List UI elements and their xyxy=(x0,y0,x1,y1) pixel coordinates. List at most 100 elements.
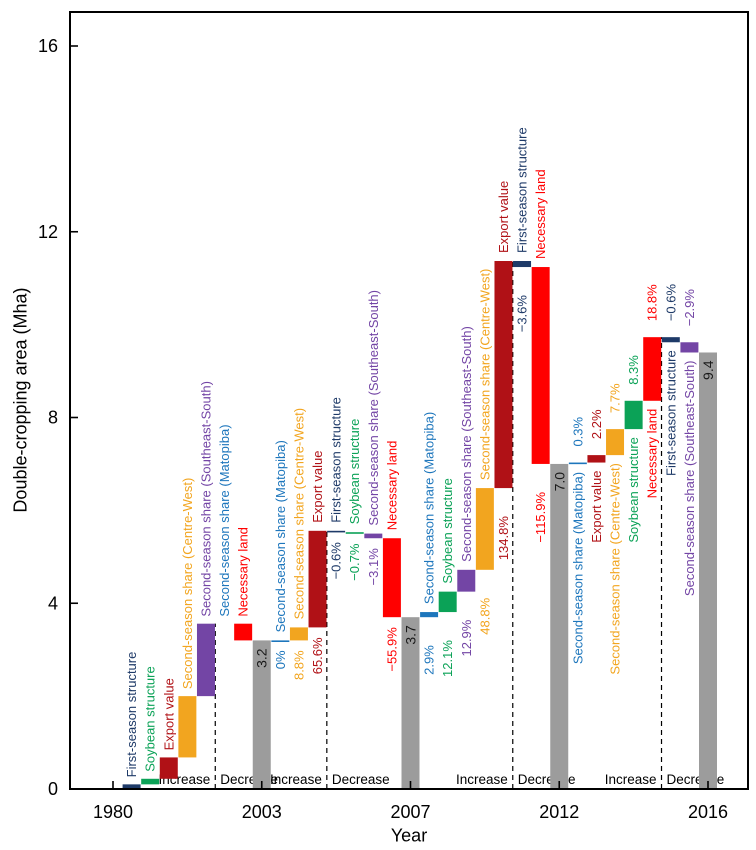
bar-2007-2012-necessary-land xyxy=(531,267,550,464)
series-label-2003-2007-first-season-structure: First-season structure xyxy=(329,397,344,523)
pct-label-2007-2012-soybean-structure: 12.1% xyxy=(440,640,455,677)
x-tick-label-2003: 2003 xyxy=(242,802,282,822)
bar-2003-2007-soybean-structure xyxy=(345,532,364,534)
total-bar-2012 xyxy=(550,463,569,789)
total-value-2016: 9.4 xyxy=(700,360,716,380)
series-label-2007-2012-export-value: Export value xyxy=(496,181,511,253)
total-bar-2016 xyxy=(699,352,717,789)
pct-label-2007-2012-first-season-structure: −3.6% xyxy=(515,295,530,333)
x-tick-label-2016: 2016 xyxy=(688,802,728,822)
series-label-2003-2007-export-value: Export value xyxy=(310,451,325,523)
bar-2007-2012-second-season-share-southeast-south xyxy=(457,569,476,592)
pct-label-2007-2012-second-season-share-southeast-south: 12.9% xyxy=(459,619,474,656)
bar-2003-2007-necessary-land xyxy=(382,538,401,618)
pct-label-2003-2007-second-season-share-centre-west: 8.8% xyxy=(291,650,306,680)
x-tick-label-2012: 2012 xyxy=(539,802,579,822)
pct-label-2012-2016-second-season-share-matopiba: 0.3% xyxy=(570,416,585,446)
pct-label-2003-2007-first-season-structure: −0.6% xyxy=(329,542,344,580)
bar-2012-2016-soybean-structure xyxy=(624,400,643,430)
pct-label-2007-2012-export-value: 134.8% xyxy=(496,516,511,561)
bar-2012-2016-export-value xyxy=(587,455,606,463)
series-label-2012-2016-export-value: Export value xyxy=(589,471,604,543)
bar-2007-2012-soybean-structure xyxy=(438,591,457,613)
series-label-1980-2003-second-season-share-centre-west: Second-season share (Centre-West) xyxy=(180,478,195,689)
increase-label-2012-2016: Increase xyxy=(605,772,657,787)
bar-1980-2003-export-value xyxy=(159,757,178,779)
series-label-2007-2012-second-season-share-southeast-south: Second-season share (Southeast-South) xyxy=(459,326,474,562)
series-label-1980-2003-first-season-structure: First-season structure xyxy=(124,652,139,778)
y-axis-title: Double-cropping area (Mha) xyxy=(10,287,31,513)
bar-2007-2012-first-season-structure xyxy=(513,261,532,268)
x-axis-title: Year xyxy=(390,825,428,846)
bar-2012-2016-second-season-share-centre-west xyxy=(606,429,625,456)
pct-label-2003-2007-export-value: 65.6% xyxy=(310,637,325,674)
plot-frame xyxy=(69,11,749,790)
pct-label-2003-2007-necessary-land: −55.9% xyxy=(384,627,399,672)
pct-label-2003-2007-soybean-structure: −0.7% xyxy=(347,543,362,581)
series-label-1980-2003-soybean-structure: Soybean structure xyxy=(143,666,158,772)
series-label-1980-2003-second-season-share-southeast-south: Second-season share (Southeast-South) xyxy=(198,381,213,617)
pct-label-2012-2016-necessary-land: 18.8% xyxy=(645,284,660,321)
bar-1980-2003-second-season-share-southeast-south xyxy=(196,623,215,697)
series-label-1980-2003-second-season-share-matopiba: Second-season share (Matopiba) xyxy=(217,424,232,616)
y-tick-label-16: 16 xyxy=(38,36,58,56)
total-value-2012: 7.0 xyxy=(551,472,567,492)
bar-2003-2007-export-value xyxy=(308,530,327,628)
series-label-2012-2016-second-season-share-southeast-south: Second-season share (Southeast-South) xyxy=(682,360,697,596)
series-label-2003-2007-second-season-share-matopiba: Second-season share (Matopiba) xyxy=(273,440,288,632)
total-bar-2007 xyxy=(401,617,420,789)
series-label-2012-2016-soybean-structure: Soybean structure xyxy=(626,437,641,543)
bar-2012-2016-necessary-land xyxy=(643,337,662,401)
series-label-2003-2007-second-season-share-centre-west: Second-season share (Centre-West) xyxy=(291,408,306,619)
increase-label-2003-2007: Increase xyxy=(270,772,322,787)
series-label-1980-2003-necessary-land: Necessary land xyxy=(236,527,251,617)
x-tick-label-1980: 1980 xyxy=(93,802,133,822)
total-bar-2003 xyxy=(252,640,271,789)
bar-2003-2007-second-season-share-matopiba xyxy=(271,640,290,642)
bar-2012-2016-second-season-share-southeast-south xyxy=(680,342,699,353)
series-label-2007-2012-soybean-structure: Soybean structure xyxy=(440,478,455,584)
pct-label-2003-2007-second-season-share-southeast-south: −3.1% xyxy=(366,548,381,586)
y-tick-label-8: 8 xyxy=(48,408,58,428)
series-label-2012-2016-second-season-share-matopiba: Second-season share (Matopiba) xyxy=(570,472,585,664)
x-tick-label-2007: 2007 xyxy=(390,802,430,822)
decrease-label-2003-2007: Decrease xyxy=(332,772,390,787)
increase-label-2007-2012: Increase xyxy=(456,772,508,787)
series-label-2012-2016-second-season-share-centre-west: Second-season share (Centre-West) xyxy=(608,463,623,674)
series-label-2012-2016-necessary-land: Necessary land xyxy=(645,409,660,499)
total-value-2003: 3.2 xyxy=(254,648,270,668)
bar-1980-2003-soybean-structure xyxy=(141,778,160,785)
bar-2007-2012-second-season-share-matopiba xyxy=(420,612,439,618)
y-tick-label-12: 12 xyxy=(38,222,58,242)
series-label-2003-2007-soybean-structure: Soybean structure xyxy=(347,419,362,525)
bar-2003-2007-second-season-share-southeast-south xyxy=(364,533,383,539)
series-label-2003-2007-second-season-share-southeast-south: Second-season share (Southeast-South) xyxy=(366,290,381,526)
pct-label-2007-2012-second-season-share-matopiba: 2.9% xyxy=(422,645,437,675)
bar-2003-2007-first-season-structure xyxy=(327,530,346,533)
bar-2007-2012-export-value xyxy=(494,261,513,489)
bar-2012-2016-first-season-structure xyxy=(661,337,680,343)
pct-label-2003-2007-second-season-share-matopiba: 0% xyxy=(273,650,288,669)
series-label-2007-2012-first-season-structure: First-season structure xyxy=(515,127,530,253)
series-label-2012-2016-first-season-structure: First-season structure xyxy=(663,350,678,476)
y-tick-label-0: 0 xyxy=(48,779,58,799)
bar-2003-2007-second-season-share-centre-west xyxy=(289,627,308,641)
bar-1980-2003-second-season-share-centre-west xyxy=(178,696,197,758)
series-label-2003-2007-necessary-land: Necessary land xyxy=(384,441,399,531)
bar-1980-2003-first-season-structure xyxy=(122,784,141,789)
pct-label-2012-2016-second-season-share-southeast-south: −2.9% xyxy=(682,289,697,327)
bar-1980-2003-necessary-land xyxy=(234,623,253,641)
pct-label-2012-2016-export-value: 2.2% xyxy=(589,409,604,439)
series-label-2007-2012-necessary-land: Necessary land xyxy=(533,169,548,259)
pct-label-2012-2016-second-season-share-centre-west: 7.7% xyxy=(608,383,623,413)
bar-2012-2016-second-season-share-matopiba xyxy=(568,462,587,465)
series-label-1980-2003-export-value: Export value xyxy=(161,678,176,750)
bar-2007-2012-second-season-share-centre-west xyxy=(475,488,494,570)
pct-label-2007-2012-necessary-land: −115.9% xyxy=(533,491,548,542)
y-tick-label-4: 4 xyxy=(48,593,58,613)
series-label-2007-2012-second-season-share-centre-west: Second-season share (Centre-West) xyxy=(477,269,492,480)
total-value-2007: 3.7 xyxy=(403,625,419,645)
pct-label-2007-2012-second-season-share-centre-west: 48.8% xyxy=(477,597,492,634)
pct-label-2012-2016-soybean-structure: 8.3% xyxy=(626,355,641,385)
